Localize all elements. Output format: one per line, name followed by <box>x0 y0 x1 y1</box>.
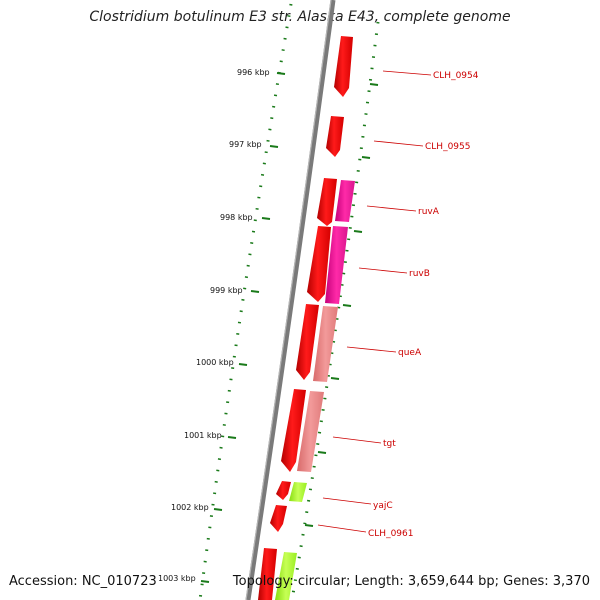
gene-label-ruvA[interactable]: ruvA <box>418 207 440 217</box>
cog-tgt[interactable] <box>297 391 324 472</box>
gene-ruvA[interactable] <box>317 178 337 226</box>
cog-ruvB[interactable] <box>325 226 348 304</box>
gene-labels: CLH_0954 CLH_0955 ruvA ruvB queA tgt yaj… <box>368 71 479 539</box>
cog-bottom[interactable] <box>275 552 297 600</box>
gene-CLH_0955[interactable] <box>326 116 344 157</box>
scale-label-1002: 1002 kbp <box>171 503 209 512</box>
label-leader-lines <box>317 70 432 533</box>
cog-queA[interactable] <box>313 306 338 382</box>
gene-label-queA[interactable]: queA <box>398 348 422 358</box>
inner-tick-ring <box>198 3 293 600</box>
scale-label-1000: 1000 kbp <box>196 358 234 367</box>
gene-CLH_0954[interactable] <box>334 36 353 97</box>
gene-queA[interactable] <box>296 304 319 380</box>
gene-ruvB[interactable] <box>307 226 331 302</box>
gene-bottom-red[interactable] <box>258 548 277 600</box>
scale-label-1003: 1003 kbp <box>158 574 196 583</box>
cog-ruvA[interactable] <box>335 180 355 222</box>
scale-ticks <box>200 72 379 583</box>
gene-label-CLH_0954[interactable]: CLH_0954 <box>433 71 479 81</box>
gene-CLH_0961[interactable] <box>270 505 287 532</box>
gene-yajC[interactable] <box>276 481 291 500</box>
gene-label-CLH_0961[interactable]: CLH_0961 <box>368 529 413 539</box>
cog-yajC[interactable] <box>289 482 307 502</box>
accession-text: Accession: NC_010723 <box>9 574 157 589</box>
scale-label-1001: 1001 kbp <box>184 431 222 440</box>
scale-label-997: 997 kbp <box>229 140 262 149</box>
gene-label-ruvB[interactable]: ruvB <box>409 269 430 279</box>
genome-backbone <box>245 0 336 600</box>
scale-labels: 996 kbp 997 kbp 998 kbp 999 kbp 1000 kbp… <box>158 68 270 583</box>
gene-track-forward <box>258 36 353 600</box>
genome-summary-text: Topology: circular; Length: 3,659,644 bp… <box>232 574 590 589</box>
gene-tgt[interactable] <box>281 389 306 472</box>
gene-label-CLH_0955[interactable]: CLH_0955 <box>425 142 470 152</box>
scale-label-996: 996 kbp <box>237 68 270 77</box>
gene-label-yajC[interactable]: yajC <box>373 501 393 511</box>
scale-label-999: 999 kbp <box>210 286 243 295</box>
gene-track-cog <box>275 180 355 600</box>
map-title: Clostridium botulinum E3 str. Alaska E43… <box>89 9 511 25</box>
scale-label-998: 998 kbp <box>220 213 253 222</box>
gene-label-tgt[interactable]: tgt <box>383 439 396 449</box>
